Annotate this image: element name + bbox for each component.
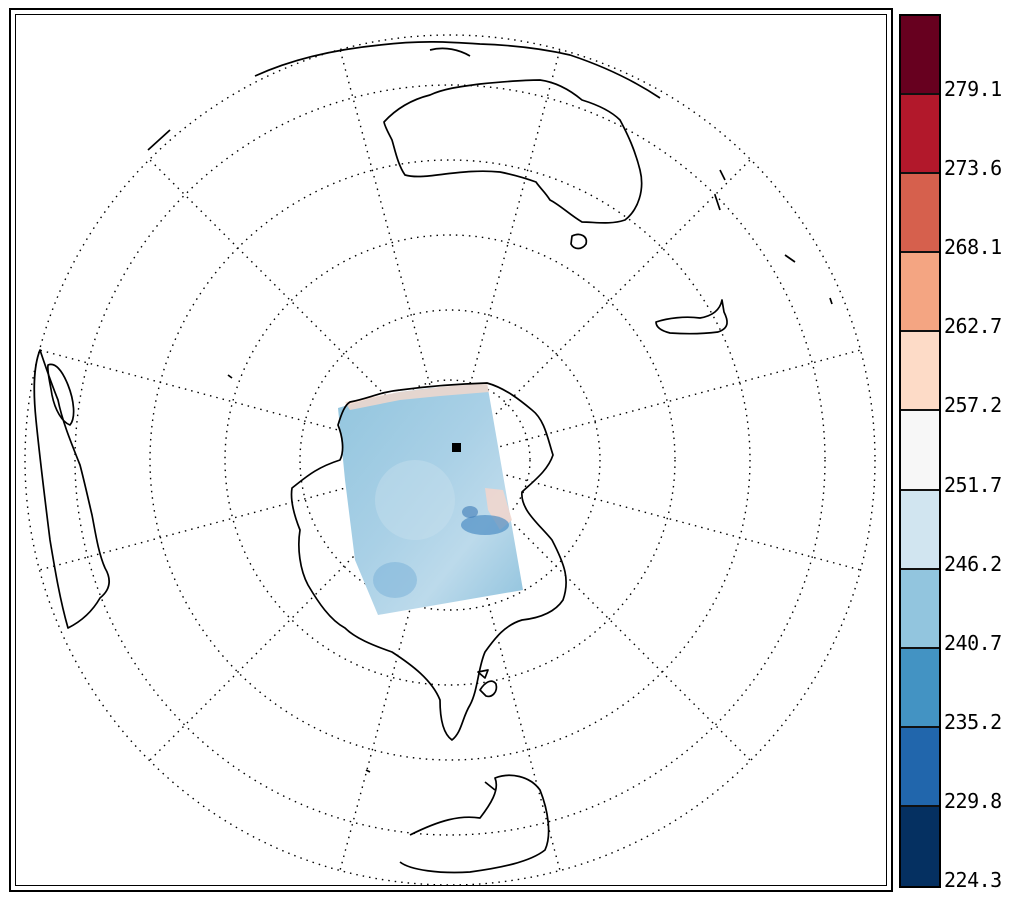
latitude-circle bbox=[149, 159, 751, 761]
map-frame-outer bbox=[9, 8, 893, 892]
colorbar-tick-label: 268.1 bbox=[944, 235, 1002, 260]
colorbar-tick-label: 279.1 bbox=[944, 77, 1002, 102]
colorbar-tick-label: 262.7 bbox=[944, 314, 1002, 339]
swath-light-patch bbox=[375, 460, 455, 540]
latitude-circles bbox=[24, 34, 876, 886]
data-swath bbox=[338, 383, 523, 615]
colorbar-tick-label: 273.6 bbox=[944, 156, 1002, 181]
colorbar-tick-label: 224.3 bbox=[944, 868, 1002, 892]
swath-cold-patch bbox=[461, 515, 509, 535]
colorbar-segment bbox=[901, 16, 939, 96]
coastline-africa bbox=[33, 349, 110, 629]
latitude-circle bbox=[74, 84, 826, 836]
latitude-circle bbox=[299, 309, 601, 611]
colorbar-segment bbox=[901, 727, 939, 807]
colorbar-segment bbox=[901, 648, 939, 728]
colorbar-tick-label: 235.2 bbox=[944, 709, 1002, 734]
colorbar-segment bbox=[901, 253, 939, 333]
colorbar-segment bbox=[901, 490, 939, 570]
map-plot bbox=[24, 34, 876, 886]
swath-cold-patch bbox=[462, 506, 478, 518]
coastline-antarctica bbox=[290, 382, 567, 741]
swath-warm-patch bbox=[485, 488, 512, 530]
colorbar-tick-label: 240.7 bbox=[944, 630, 1002, 655]
colorbar-tick-label: 257.2 bbox=[944, 393, 1002, 418]
coastline-australia bbox=[383, 79, 643, 224]
colorbar-segment bbox=[901, 569, 939, 649]
latitude-circle bbox=[24, 34, 876, 886]
swath-field bbox=[338, 383, 523, 615]
map-frame-inner bbox=[15, 14, 887, 886]
coastline-tasmania bbox=[570, 233, 588, 250]
coastlines bbox=[33, 41, 833, 874]
coastline-south-america bbox=[399, 774, 550, 874]
colorbar-segment bbox=[901, 174, 939, 254]
colorbar-tick-label: 246.2 bbox=[944, 551, 1002, 576]
swath-cool-patch bbox=[373, 562, 417, 598]
coastline-new-guinea-region bbox=[254, 41, 661, 99]
latitude-circle bbox=[224, 234, 676, 686]
square-marker-icon bbox=[452, 443, 461, 452]
colorbar-segment bbox=[901, 95, 939, 175]
swath-warm-edge-top bbox=[345, 383, 489, 410]
colorbar-segment bbox=[901, 332, 939, 412]
meridian-line bbox=[449, 345, 875, 461]
latitude-circle bbox=[369, 379, 531, 541]
colorbar-segment bbox=[901, 411, 939, 491]
colorbar-tick-label: 229.8 bbox=[944, 788, 1002, 813]
colorbar bbox=[899, 14, 941, 888]
coastline-islands bbox=[147, 129, 833, 791]
coastline-new-zealand bbox=[655, 299, 728, 335]
coastline-antarctic-peninsula-islands bbox=[477, 669, 498, 698]
colorbar-segment bbox=[901, 806, 939, 886]
coastline-madagascar bbox=[46, 363, 75, 426]
colorbar-tick-label: 251.7 bbox=[944, 472, 1002, 497]
